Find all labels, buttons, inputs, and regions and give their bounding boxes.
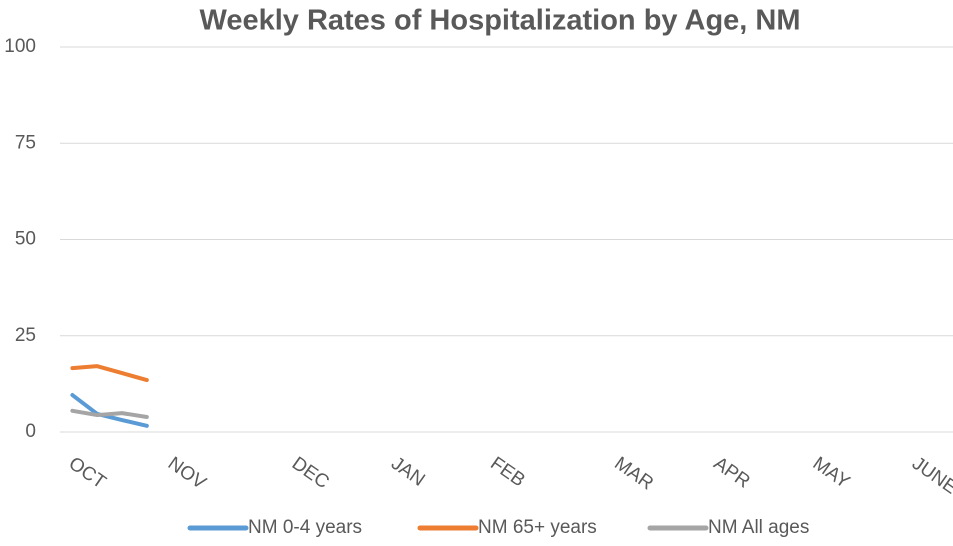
x-tick-label: DEC — [288, 453, 333, 493]
x-tick-label: FEB — [486, 453, 528, 491]
y-tick-label: 100 — [4, 36, 36, 57]
y-tick-label: 25 — [15, 325, 36, 346]
series-line — [70, 408, 149, 419]
y-tick-label: 0 — [25, 421, 36, 442]
x-tick-label: MAR — [610, 453, 657, 494]
x-tick-label: MAY — [809, 453, 854, 493]
legend-label: NM 65+ years — [478, 517, 597, 538]
legend-label: NM 0-4 years — [248, 517, 362, 538]
x-tick-label: NOV — [164, 453, 210, 494]
x-tick-label: JUNE — [908, 453, 953, 499]
x-tick-label: APR — [710, 453, 754, 493]
y-tick-label: 50 — [15, 229, 36, 250]
legend-label: NM All ages — [708, 517, 809, 538]
series-line — [70, 393, 149, 428]
y-tick-label: 75 — [15, 132, 36, 153]
series-line — [70, 364, 149, 383]
x-tick-label: OCT — [65, 453, 110, 493]
chart-title: Weekly Rates of Hospitalization by Age, … — [199, 5, 800, 37]
x-tick-label: JAN — [387, 453, 428, 491]
